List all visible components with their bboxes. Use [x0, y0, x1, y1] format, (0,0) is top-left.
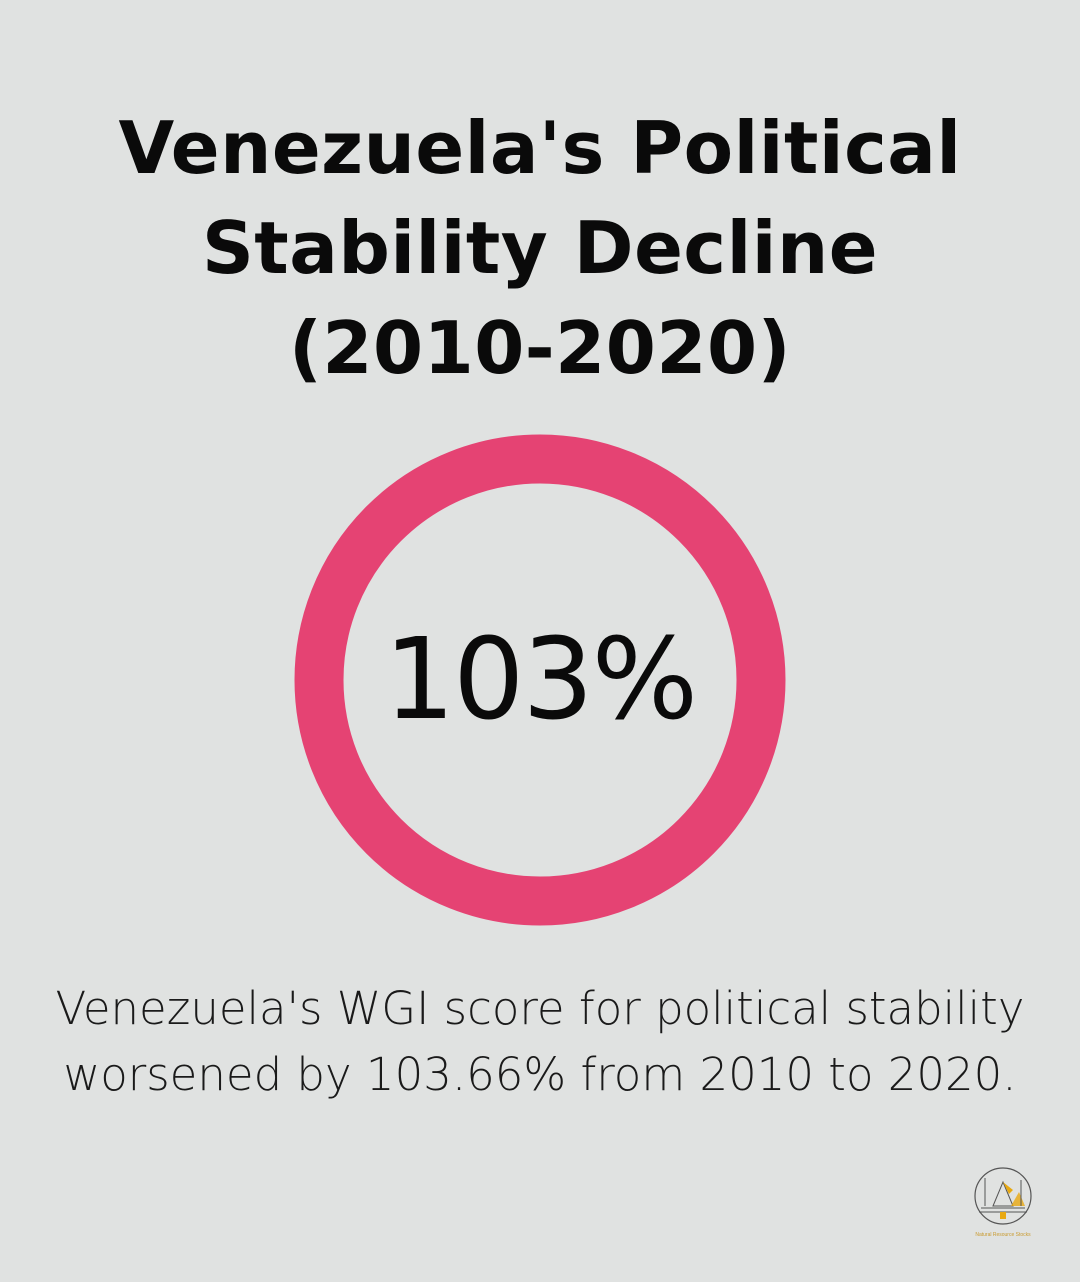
- stat-value: 103%: [383, 615, 698, 745]
- svg-text:Natural Resource Stocks: Natural Resource Stocks: [975, 1232, 1031, 1238]
- ring-arc: [294, 434, 786, 926]
- progress-ring: [294, 434, 786, 926]
- description: Venezuela's WGI score for political stab…: [55, 982, 1025, 1101]
- logo: Natural Resource Stocks: [974, 1167, 1032, 1238]
- page-title: Venezuela's Political Stability Decline …: [118, 106, 962, 390]
